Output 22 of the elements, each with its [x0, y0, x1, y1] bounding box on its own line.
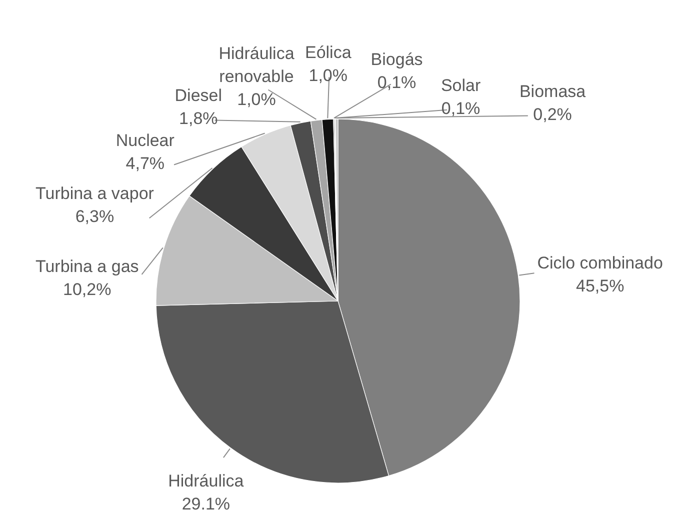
slice-label: Biomasa	[519, 82, 586, 101]
slice-label: Turbina a gas	[35, 256, 139, 276]
slice-label: Nuclear	[116, 130, 175, 150]
data-label: 0,1%	[377, 73, 416, 92]
data-label: 0,1%	[441, 98, 480, 118]
slice-label: Hidráulica	[168, 472, 244, 491]
slice-label: Diesel	[174, 86, 222, 106]
data-label: 1,0%	[237, 90, 276, 110]
slice-label: Eólica	[304, 43, 352, 62]
data-label: 4,7%	[126, 154, 165, 173]
data-label: 6,3%	[75, 207, 114, 226]
data-label: 45,5%	[576, 276, 624, 296]
slice-label: Hidráulica renovable	[218, 44, 295, 86]
data-label: 10,2%	[63, 280, 112, 299]
slice-label: Biogás	[370, 50, 423, 70]
slice-label: Turbina a vapor	[36, 184, 154, 204]
slice-label: Ciclo combinado	[537, 254, 663, 273]
data-label: 0,2%	[533, 104, 572, 124]
data-label: 1,0%	[308, 66, 348, 86]
data-label: 1,8%	[179, 109, 218, 128]
slice-label: Solar	[440, 76, 481, 95]
data-label: 29.1%	[182, 494, 230, 514]
